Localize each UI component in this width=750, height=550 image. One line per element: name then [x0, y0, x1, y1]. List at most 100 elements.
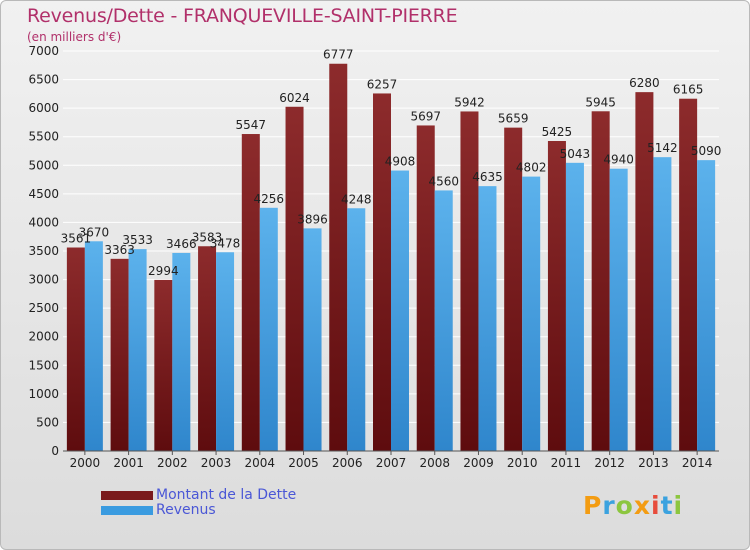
- data-label-revenus: 4940: [603, 153, 634, 167]
- x-tick-label: 2013: [638, 456, 669, 470]
- y-tick-label: 5500: [28, 130, 59, 144]
- bar-revenus: [653, 157, 672, 451]
- data-label-dette: 5697: [410, 109, 441, 123]
- legend-swatch-revenus: [101, 506, 153, 515]
- y-tick-label: 5000: [28, 158, 59, 172]
- x-tick-label: 2001: [113, 456, 144, 470]
- y-tick-label: 2500: [28, 301, 59, 315]
- y-tick-label: 4500: [28, 187, 59, 201]
- x-tick-label: 2002: [157, 456, 188, 470]
- data-label-revenus: 3533: [122, 233, 153, 247]
- x-tick-label: 2000: [70, 456, 101, 470]
- data-label-dette: 5547: [236, 118, 267, 132]
- data-label-revenus: 3670: [79, 225, 110, 239]
- legend-label-revenus: Revenus: [156, 502, 216, 518]
- bar-dette: [635, 92, 654, 452]
- bar-revenus: [522, 176, 541, 451]
- data-label-revenus: 4256: [254, 192, 285, 206]
- bar-revenus: [609, 168, 628, 451]
- bar-revenus: [259, 207, 278, 451]
- y-tick-label: 4000: [28, 215, 59, 229]
- bar-dette: [547, 141, 566, 451]
- data-label-revenus: 3896: [297, 212, 328, 226]
- x-tick-label: 2010: [507, 456, 538, 470]
- data-label-dette: 5425: [542, 125, 573, 139]
- bar-revenus: [697, 160, 716, 451]
- chart-title: Revenus/Dette - FRANQUEVILLE-SAINT-PIERR…: [27, 5, 458, 27]
- bar-dette: [110, 258, 129, 451]
- bar-dette: [154, 279, 173, 451]
- bar-revenus: [172, 252, 191, 451]
- bar-revenus: [478, 186, 497, 451]
- bar-dette: [373, 93, 391, 451]
- x-tick-label: 2007: [376, 456, 407, 470]
- bar-revenus: [434, 190, 453, 451]
- bar-revenus: [128, 249, 147, 451]
- data-label-dette: 3583: [192, 230, 223, 244]
- bar-dette: [329, 63, 348, 451]
- data-label-revenus: 4802: [516, 161, 547, 175]
- proxiti-logo[interactable]: Proxiti: [583, 491, 684, 520]
- x-tick-label: 2008: [419, 456, 450, 470]
- data-label-dette: 6280: [629, 76, 660, 90]
- bar-revenus: [347, 208, 366, 451]
- bar-revenus: [84, 241, 103, 451]
- data-label-revenus: 3466: [166, 237, 197, 251]
- data-label-dette: 6024: [279, 91, 310, 105]
- bar-dette: [460, 111, 479, 451]
- y-tick-label: 6000: [28, 101, 59, 115]
- data-label-dette: 2994: [148, 264, 179, 278]
- bar-revenus: [303, 228, 322, 451]
- data-label-revenus: 5090: [691, 144, 722, 158]
- y-tick-label: 500: [36, 415, 59, 429]
- x-tick-label: 2004: [245, 456, 276, 470]
- bar-dette: [679, 98, 698, 451]
- x-tick-label: 2011: [551, 456, 582, 470]
- y-tick-label: 0: [51, 444, 59, 458]
- data-label-dette: 5659: [498, 112, 529, 126]
- bars: [66, 63, 716, 452]
- bar-revenus: [565, 162, 584, 452]
- y-tick-label: 3500: [28, 244, 59, 258]
- x-tick-label: 2014: [682, 456, 713, 470]
- data-label-revenus: 4560: [428, 174, 459, 188]
- data-label-dette: 3561: [61, 232, 92, 246]
- x-tick-label: 2006: [332, 456, 363, 470]
- data-label-dette: 6165: [673, 83, 704, 97]
- legend-label-dette: Montant de la Dette: [156, 487, 297, 503]
- bar-dette: [66, 247, 85, 451]
- data-label-dette: 6257: [367, 77, 398, 91]
- data-label-dette: 6777: [323, 48, 354, 62]
- x-tick-label: 2005: [288, 456, 319, 470]
- x-tick-label: 2012: [594, 456, 625, 470]
- legend-swatch-dette: [101, 491, 153, 500]
- data-label-revenus: 4248: [341, 192, 372, 206]
- x-tick-label: 2003: [201, 456, 232, 470]
- chart-subtitle: (en milliers d'€): [27, 30, 122, 44]
- y-tick-label: 3000: [28, 273, 59, 287]
- y-tick-label: 7000: [28, 44, 59, 58]
- data-label-dette: 5945: [585, 95, 616, 109]
- bar-dette: [416, 125, 435, 451]
- y-tick-label: 1500: [28, 358, 59, 372]
- data-label-dette: 5942: [454, 95, 485, 109]
- bar-revenus: [216, 252, 235, 451]
- y-tick-label: 2000: [28, 330, 59, 344]
- data-label-revenus: 5043: [560, 147, 591, 161]
- data-label-revenus: 3478: [210, 236, 241, 250]
- y-tick-label: 6500: [28, 73, 59, 87]
- data-label-revenus: 5142: [647, 141, 678, 155]
- bar-dette: [504, 127, 523, 451]
- data-label-revenus: 4908: [385, 155, 416, 169]
- x-axis-ticks: 2000 2001 2002 2003 2004 2005 2006 2007 2008 2009…: [70, 451, 713, 470]
- bar-revenus: [391, 170, 409, 452]
- bar-dette: [285, 106, 304, 452]
- data-label-dette: 3363: [104, 243, 135, 257]
- data-label-revenus: 4635: [472, 170, 503, 184]
- bar-dette: [591, 111, 610, 452]
- bar-dette: [198, 246, 217, 451]
- y-tick-label: 1000: [28, 387, 59, 401]
